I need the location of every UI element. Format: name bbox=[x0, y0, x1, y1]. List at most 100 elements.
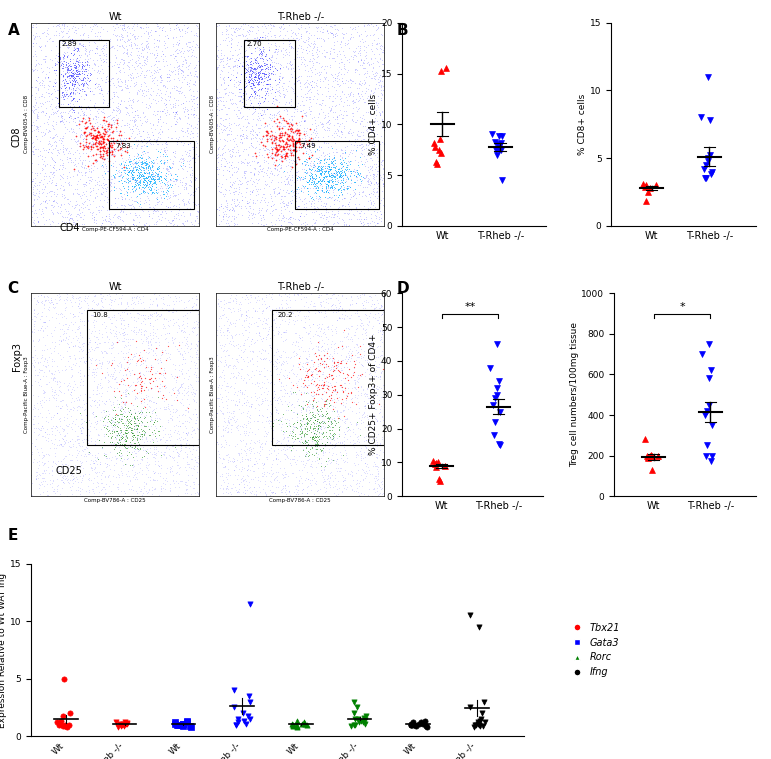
Point bbox=[116, 134, 129, 146]
Point bbox=[69, 118, 82, 131]
Point bbox=[221, 23, 233, 35]
Point bbox=[359, 386, 371, 398]
Point bbox=[149, 288, 161, 300]
Point bbox=[72, 447, 84, 459]
Point bbox=[348, 189, 360, 201]
Point bbox=[72, 300, 85, 312]
Point bbox=[110, 325, 123, 337]
Point bbox=[250, 189, 262, 201]
Point bbox=[243, 53, 255, 65]
Point bbox=[314, 153, 326, 165]
Point bbox=[42, 213, 55, 225]
Point bbox=[251, 20, 264, 32]
Point bbox=[259, 438, 271, 450]
Point bbox=[338, 167, 351, 179]
Point bbox=[348, 396, 360, 408]
Point bbox=[267, 95, 279, 107]
Point bbox=[262, 323, 274, 335]
Point bbox=[306, 430, 318, 442]
Point bbox=[80, 122, 93, 134]
Point bbox=[296, 420, 308, 432]
Point bbox=[136, 354, 149, 367]
Point bbox=[46, 295, 59, 307]
Point bbox=[359, 470, 372, 482]
Point bbox=[100, 152, 113, 164]
Point bbox=[29, 123, 42, 135]
Point bbox=[128, 417, 140, 430]
Point bbox=[292, 74, 305, 86]
Point bbox=[358, 158, 370, 170]
Point bbox=[236, 191, 248, 203]
Point bbox=[129, 162, 141, 174]
Point bbox=[134, 352, 146, 364]
Point bbox=[374, 326, 386, 338]
Point bbox=[75, 449, 87, 461]
Point bbox=[177, 206, 189, 219]
Point bbox=[35, 452, 48, 464]
Point bbox=[312, 340, 325, 352]
Point bbox=[88, 319, 100, 331]
Point bbox=[95, 84, 107, 96]
Point bbox=[33, 184, 45, 197]
Point bbox=[276, 129, 288, 141]
Point bbox=[103, 356, 115, 368]
Point bbox=[36, 207, 49, 219]
Point bbox=[149, 109, 161, 121]
Point bbox=[43, 137, 56, 150]
Point bbox=[300, 204, 312, 216]
Point bbox=[132, 59, 144, 71]
Point bbox=[215, 26, 227, 38]
Point bbox=[190, 293, 203, 305]
Point bbox=[78, 370, 90, 382]
Point bbox=[160, 118, 172, 130]
Point bbox=[268, 313, 281, 326]
Point bbox=[231, 65, 244, 77]
Point bbox=[376, 291, 389, 303]
Point bbox=[28, 206, 40, 219]
Point bbox=[114, 34, 126, 46]
Point bbox=[28, 418, 40, 430]
Point bbox=[160, 182, 172, 194]
Point bbox=[258, 68, 270, 80]
Point bbox=[223, 302, 235, 314]
Bar bbox=[87, 310, 199, 446]
Point bbox=[328, 131, 340, 143]
Point bbox=[52, 97, 64, 109]
Point bbox=[288, 402, 301, 414]
Point bbox=[301, 436, 313, 448]
Point bbox=[308, 112, 320, 124]
Point bbox=[342, 65, 354, 77]
Point bbox=[234, 178, 246, 190]
Point bbox=[154, 382, 167, 394]
Point bbox=[38, 219, 50, 231]
Point bbox=[228, 359, 241, 371]
Point bbox=[111, 175, 123, 187]
Point bbox=[25, 213, 38, 225]
Point bbox=[91, 129, 103, 141]
Point bbox=[74, 291, 86, 303]
Point bbox=[77, 422, 89, 434]
Point bbox=[138, 56, 150, 68]
Point bbox=[275, 149, 288, 161]
Point bbox=[362, 106, 374, 118]
Point bbox=[306, 172, 318, 184]
Point bbox=[302, 93, 315, 105]
Point bbox=[135, 50, 147, 62]
Point bbox=[324, 394, 336, 406]
Point bbox=[39, 317, 52, 329]
Point bbox=[344, 333, 356, 345]
Point bbox=[313, 420, 325, 433]
Point bbox=[67, 93, 79, 105]
Point bbox=[73, 118, 86, 130]
Point bbox=[112, 421, 124, 433]
Point bbox=[29, 172, 42, 184]
Point bbox=[332, 80, 345, 92]
Point bbox=[315, 167, 328, 179]
Point bbox=[335, 398, 348, 410]
Point bbox=[265, 96, 278, 109]
Point bbox=[262, 70, 274, 82]
Point bbox=[177, 55, 190, 67]
Point bbox=[365, 335, 377, 348]
Point bbox=[129, 157, 141, 169]
Point bbox=[126, 168, 138, 180]
